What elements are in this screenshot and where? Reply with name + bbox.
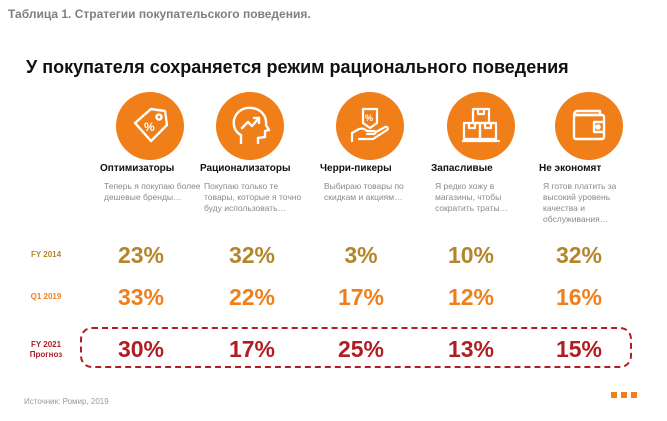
value-fy2014-rationalizers: 32% xyxy=(228,242,276,268)
table-caption: Таблица 1. Стратегии покупательского пов… xyxy=(8,7,311,21)
value-q12019-cherry-pickers: 17% xyxy=(337,284,385,310)
dot xyxy=(611,392,617,398)
segment-stockers: Запасливые Я редко хожу в магазины, чтоб… xyxy=(431,92,541,214)
row-label-fy2021: FY 2021 Прогноз xyxy=(16,340,76,360)
value-q12019-stockers: 12% xyxy=(447,284,495,310)
value-q12019-non-savers: 16% xyxy=(555,284,603,310)
stacked-boxes-icon xyxy=(447,92,515,160)
value-fy2021-non-savers: 15% xyxy=(555,336,603,362)
value-fy2021-stockers: 13% xyxy=(447,336,495,362)
svg-text:%: % xyxy=(144,120,155,134)
segment-description: Выбираю товары по скидкам и акциям… xyxy=(324,181,404,202)
segment-description: Покупаю только те товары, которые я точн… xyxy=(204,181,302,213)
hand-discount-tag-icon: % xyxy=(336,92,404,160)
segment-name: Рационализаторы xyxy=(200,163,291,174)
wallet-icon xyxy=(555,92,623,160)
segment-name: Оптимизаторы xyxy=(100,163,175,174)
dot xyxy=(631,392,637,398)
source-note: Источник: Ромир, 2019 xyxy=(24,397,109,406)
row-label-forecast: Прогноз xyxy=(29,350,63,359)
segment-name: Запасливые xyxy=(431,163,493,174)
segment-non-savers: Не экономят Я готов платить за высокий у… xyxy=(539,92,649,225)
head-growth-arrow-icon xyxy=(216,92,284,160)
segment-optimizers: % Оптимизаторы Теперь я покупаю более де… xyxy=(100,92,210,203)
headline: У покупателя сохраняется режим рациональ… xyxy=(26,57,569,77)
forecast-highlight-box xyxy=(80,327,632,368)
svg-text:%: % xyxy=(365,113,373,123)
value-q12019-optimizers: 33% xyxy=(117,284,165,310)
segment-cherry-pickers: % Черри-пикеры Выбираю товары по скидкам… xyxy=(320,92,430,203)
segment-rationalizers: Рационализаторы Покупаю только те товары… xyxy=(200,92,310,214)
segment-name: Не экономят xyxy=(539,163,602,174)
segment-description: Теперь я покупаю более дешевые бренды… xyxy=(104,181,201,202)
row-label-q12019: Q1 2019 xyxy=(30,292,62,301)
segment-description: Я готов платить за высокий уровень качес… xyxy=(543,181,617,224)
dot xyxy=(621,392,627,398)
value-fy2014-non-savers: 32% xyxy=(555,242,603,268)
decorative-dots xyxy=(611,392,637,398)
price-tag-percent-icon: % xyxy=(116,92,184,160)
row-label-year: FY 2021 xyxy=(30,340,62,349)
value-fy2014-optimizers: 23% xyxy=(117,242,165,268)
value-fy2014-stockers: 10% xyxy=(447,242,495,268)
value-fy2021-cherry-pickers: 25% xyxy=(337,336,385,362)
value-fy2021-optimizers: 30% xyxy=(117,336,165,362)
row-label-fy2014: FY 2014 xyxy=(30,250,62,259)
value-q12019-rationalizers: 22% xyxy=(228,284,276,310)
segment-description: Я редко хожу в магазины, чтобы сократить… xyxy=(435,181,509,213)
value-fy2014-cherry-pickers: 3% xyxy=(344,242,378,268)
segment-name: Черри-пикеры xyxy=(320,163,392,174)
value-fy2021-rationalizers: 17% xyxy=(228,336,276,362)
